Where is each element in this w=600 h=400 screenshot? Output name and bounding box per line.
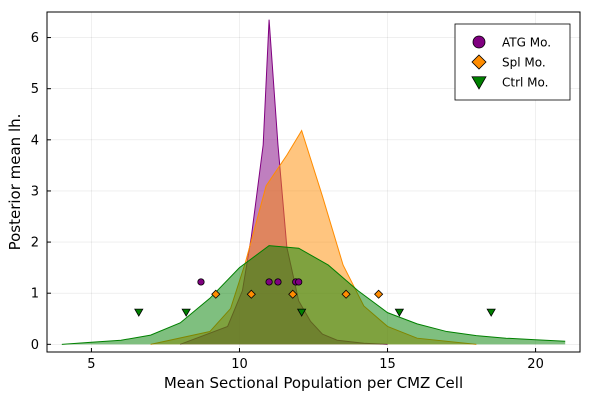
data-point-3 xyxy=(486,308,496,317)
y-axis-title: Posterior mean lh. xyxy=(6,114,24,251)
y-tick-label: 4 xyxy=(31,133,39,148)
data-point-2 xyxy=(374,289,384,299)
legend-label-2: Spl Mo. xyxy=(502,56,546,70)
legend-marker-1 xyxy=(472,35,486,49)
x-tick-label: 15 xyxy=(379,357,396,372)
density-area-3 xyxy=(61,245,566,345)
data-point-1 xyxy=(197,278,205,286)
data-point-2 xyxy=(246,289,256,299)
data-point-2 xyxy=(211,289,221,299)
tick-layer: 5 10 15 20 0 1 2 3 4 5 6 xyxy=(31,31,544,372)
data-point-3 xyxy=(394,308,405,317)
area-layer xyxy=(61,19,566,345)
data-point-2 xyxy=(341,289,351,299)
x-tick-label: 10 xyxy=(231,357,248,372)
y-tick-label: 6 xyxy=(31,31,39,46)
data-point-1 xyxy=(265,278,273,286)
data-point-1 xyxy=(274,278,282,286)
plot-frame xyxy=(46,11,581,353)
data-point-3 xyxy=(181,308,191,317)
y-tick-label: 1 xyxy=(31,287,39,302)
y-tick-label: 0 xyxy=(31,338,39,353)
x-tick-label: 20 xyxy=(527,357,544,372)
legend-label-1: ATG Mo. xyxy=(502,36,551,50)
density-line-3 xyxy=(61,245,566,345)
x-axis-title: Mean Sectional Population per CMZ Cell xyxy=(164,374,463,392)
x-tick-label: 5 xyxy=(87,357,95,372)
data-point-2 xyxy=(288,289,298,299)
y-tick-label: 5 xyxy=(31,82,39,97)
legend-label-3: Ctrl Mo. xyxy=(502,76,548,90)
point-layer xyxy=(134,278,496,317)
data-point-1 xyxy=(295,278,303,286)
legend-marker-2 xyxy=(471,54,487,70)
legend-marker-3 xyxy=(471,76,487,90)
y-tick-label: 2 xyxy=(31,236,39,251)
data-point-3 xyxy=(134,308,144,317)
y-tick-label: 3 xyxy=(31,184,39,199)
density-area-2 xyxy=(150,130,477,345)
data-point-3 xyxy=(296,308,307,317)
legend: ATG Mo. Spl Mo. Ctrl Mo. xyxy=(454,23,571,101)
